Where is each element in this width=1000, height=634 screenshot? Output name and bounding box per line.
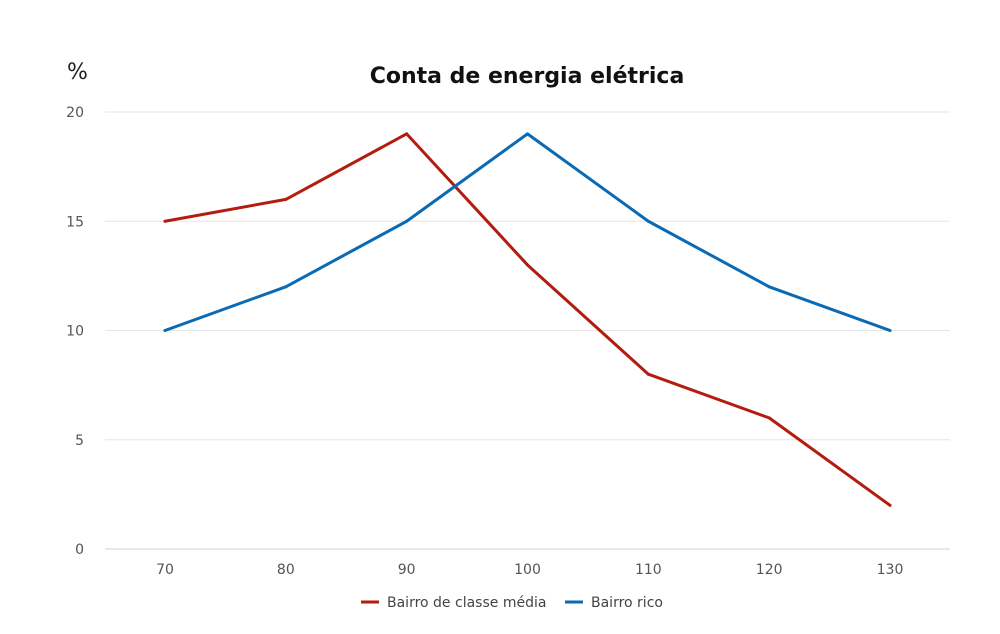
legend-item: Bairro rico <box>565 595 663 611</box>
y-tick-label: 5 <box>75 433 84 449</box>
data-point <box>767 285 771 289</box>
data-point <box>888 329 892 332</box>
y-tick-label: 15 <box>66 214 84 230</box>
data-point <box>526 132 529 136</box>
x-tick-label: 110 <box>635 562 662 578</box>
legend-item: Bairro de classe média <box>361 595 546 611</box>
x-tick-label: 120 <box>756 562 783 578</box>
chart-title: Conta de energia elétrica <box>370 64 685 89</box>
data-point <box>284 197 288 201</box>
data-point <box>646 219 650 223</box>
series-line-2 <box>163 132 892 332</box>
series-group <box>163 132 892 332</box>
y-tick-label: 10 <box>66 324 84 340</box>
data-point <box>163 219 167 223</box>
data-point <box>163 329 167 332</box>
x-axis-ticks: 70 80 90 100 110 120 130 <box>156 562 903 578</box>
data-point <box>888 503 892 507</box>
legend-label: Bairro rico <box>591 595 663 611</box>
data-point <box>405 132 409 136</box>
grid-lines <box>105 111 950 550</box>
series-line-1 <box>163 132 892 507</box>
x-tick-label: 70 <box>156 562 174 578</box>
x-tick-label: 80 <box>277 562 295 578</box>
data-point <box>646 372 650 376</box>
data-point <box>767 416 771 420</box>
data-point <box>526 263 529 267</box>
series-group <box>163 132 892 507</box>
y-axis-unit-label: % <box>67 60 88 85</box>
x-tick-label: 130 <box>877 562 904 578</box>
x-tick-label: 90 <box>398 562 416 578</box>
data-point <box>284 285 288 289</box>
y-tick-label: 0 <box>75 542 84 558</box>
data-point <box>405 219 409 223</box>
x-tick-label: 100 <box>514 562 541 578</box>
legend: Bairro de classe média Bairro rico <box>361 595 663 611</box>
legend-label: Bairro de classe média <box>387 595 546 611</box>
y-tick-label: 20 <box>66 105 84 121</box>
y-axis-ticks: 0 5 10 15 20 <box>66 105 84 558</box>
series-lines <box>163 132 892 507</box>
